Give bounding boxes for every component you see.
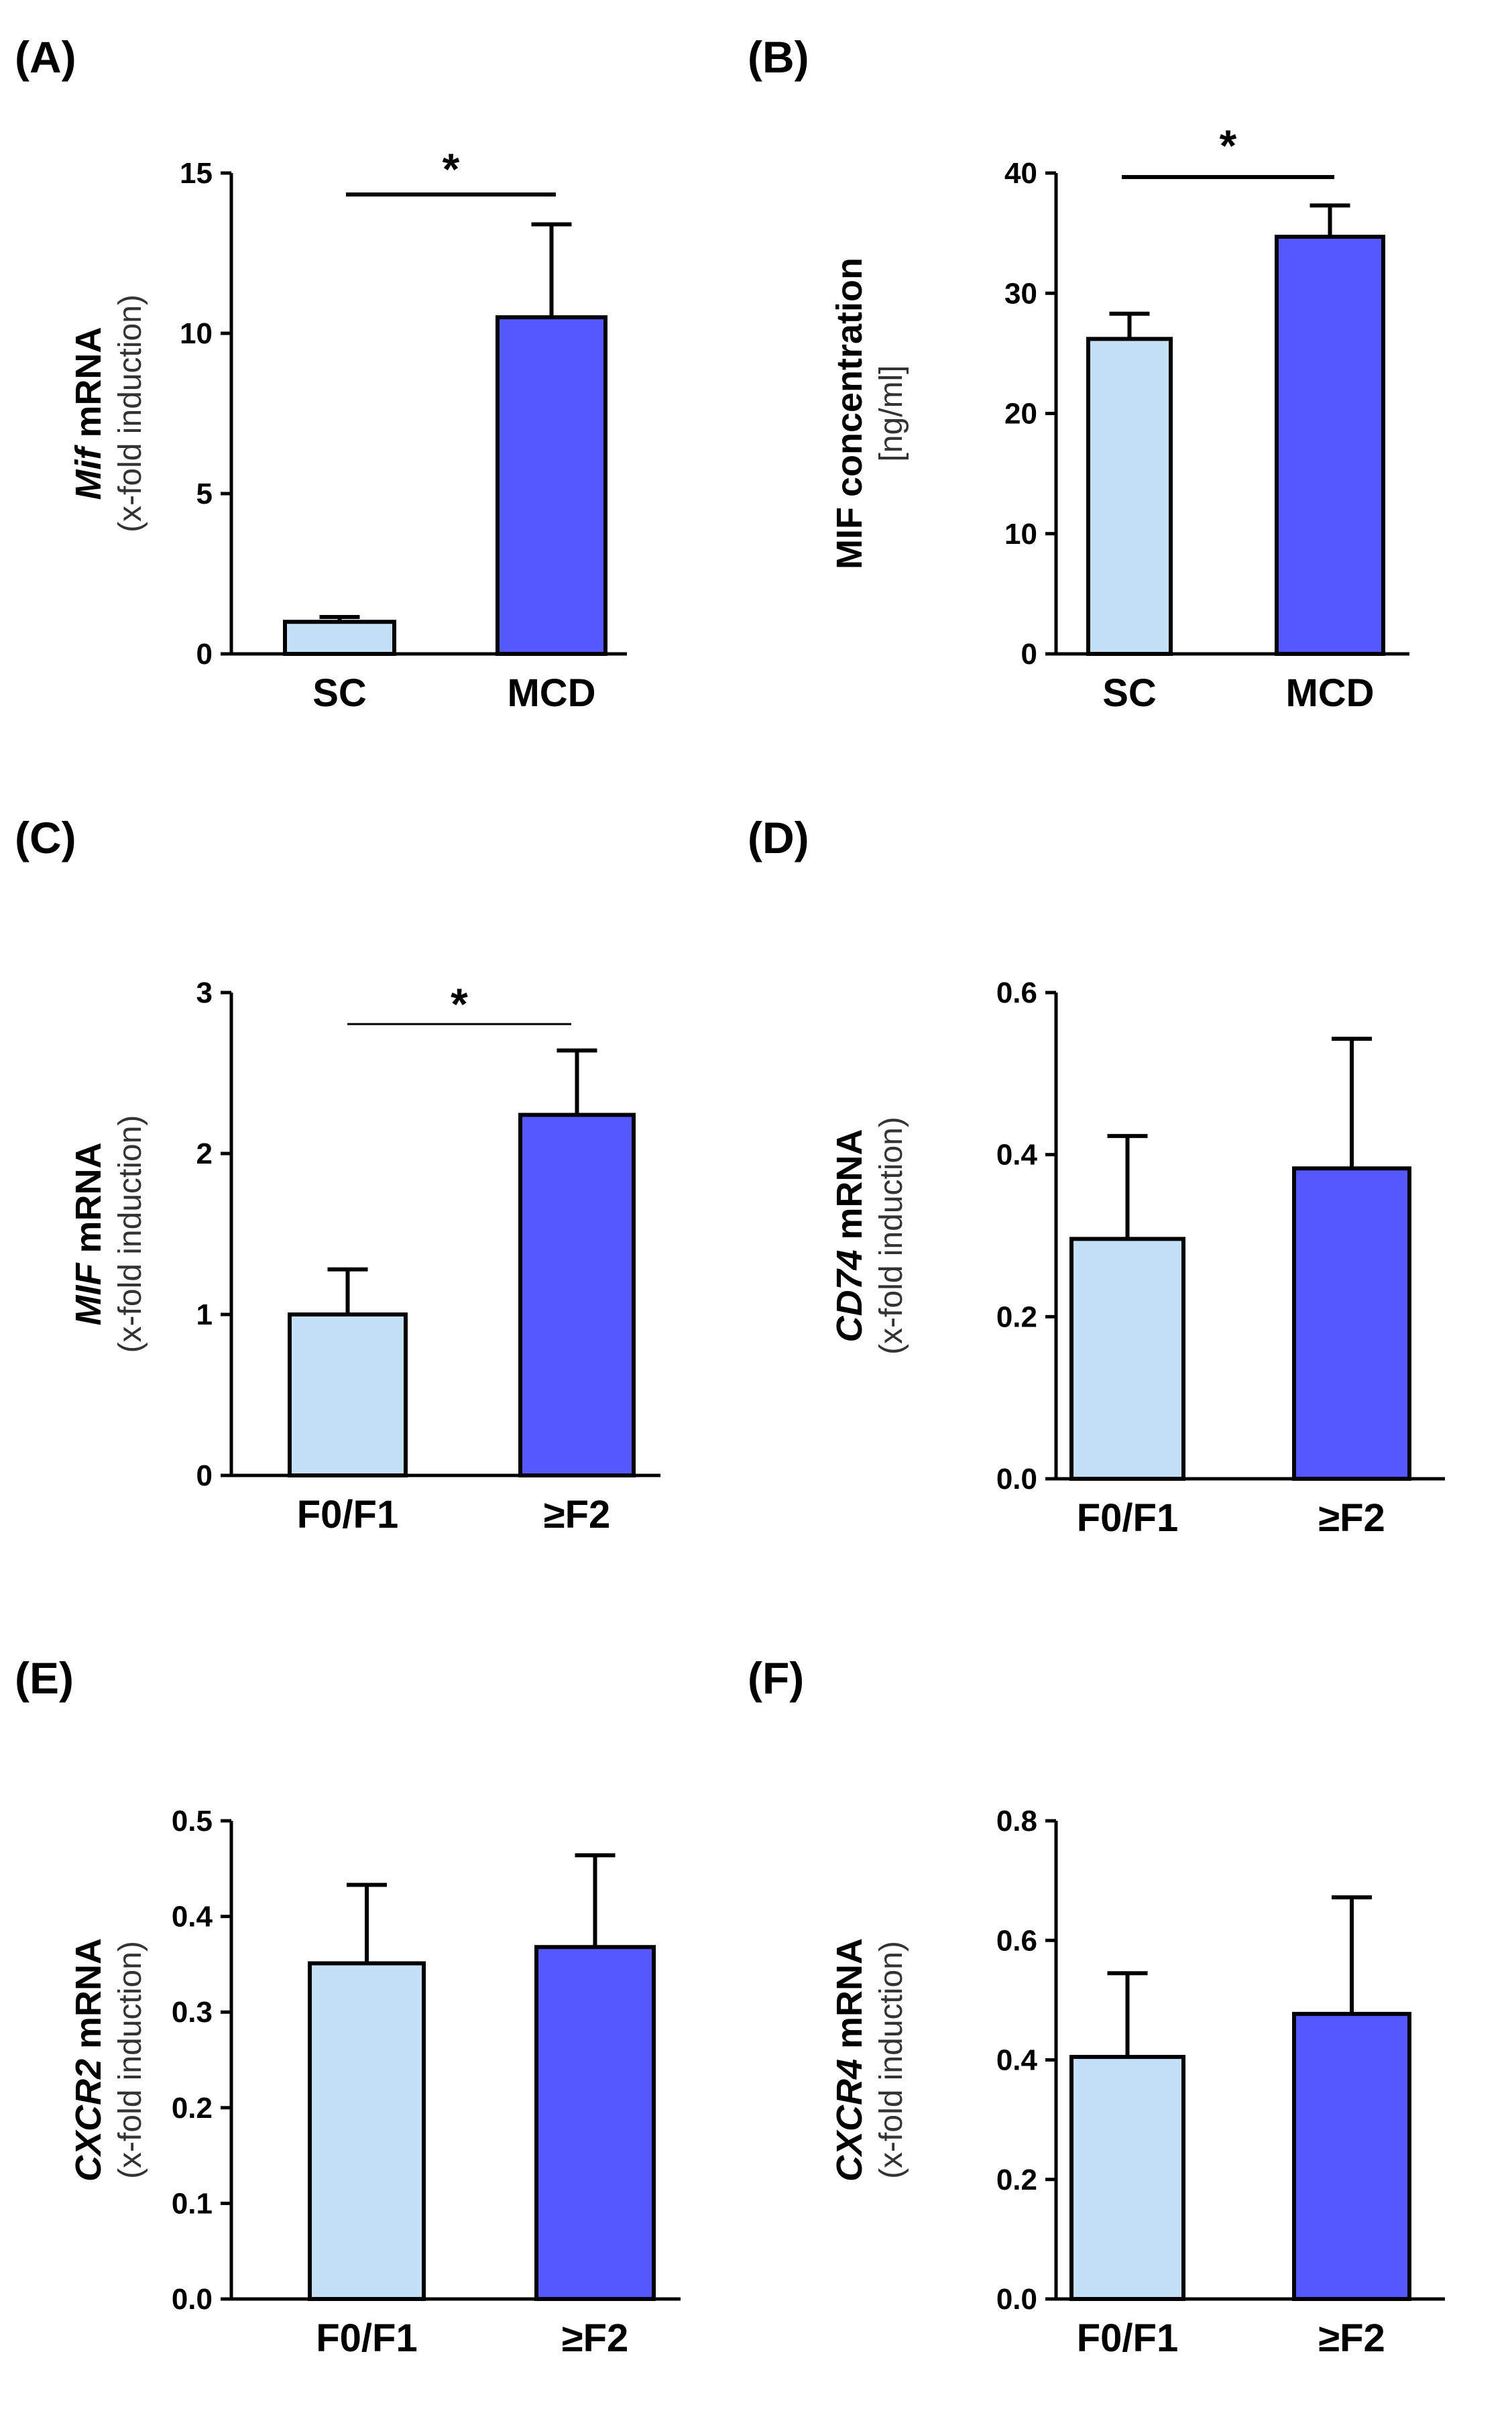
y-tick-label: 0.8 [996, 1805, 1037, 1838]
bar-≥F2 [534, 1945, 656, 2301]
y-axis-label: Mif mRNA [68, 327, 109, 500]
y-tick-label: 0.0 [172, 2283, 213, 2316]
category-label: ≥F2 [562, 2316, 629, 2360]
significance-marker: * [1220, 121, 1237, 170]
y-axis-sublabel: (x-fold induction) [113, 1941, 148, 2179]
y-axis-label: CD74 mRNA [829, 1129, 870, 1342]
bar-SC [283, 620, 396, 657]
y-axis-label: MIF mRNA [68, 1143, 109, 1326]
chart-panel-3: (C) F0/F1 ≥F2 0 1 2 3 MIF mRNA (x-fold induction… [15, 813, 660, 1536]
y-tick-label: 0 [196, 638, 213, 671]
y-axis-sublabel: (x-fold induction) [874, 1941, 909, 2179]
bar-SC [1086, 337, 1173, 656]
y-tick-label: 0 [196, 1459, 213, 1492]
category-label: MCD [507, 671, 595, 715]
bar-MCD [1275, 235, 1385, 656]
y-tick-label: 0.2 [996, 2164, 1037, 2196]
y-tick-label: 0 [1021, 638, 1037, 671]
category-label: MCD [1285, 671, 1374, 715]
chart-panel-5: (E) F0/F1 ≥F2 0.0 0.1 0.2 0.3 0.4 0.5 CXCR2 mRNA(… [15, 1653, 681, 2360]
y-axis-label: MIF concentration [829, 258, 870, 569]
bar-F0/F1 [1069, 1237, 1185, 1481]
category-label: ≥F2 [544, 1493, 611, 1536]
category-label: F0/F1 [1077, 1496, 1179, 1540]
y-axis-label: CXCR4 mRNA [829, 1938, 870, 2182]
y-tick-label: 0.6 [996, 976, 1037, 1009]
y-tick-label: 3 [196, 976, 213, 1009]
y-tick-label: 0.3 [172, 1996, 213, 2029]
significance-marker: * [443, 144, 460, 194]
chart-panel-2: (B) SC MCD 0 10 20 30 40 MIF concentration [ng/ml… [748, 32, 1409, 715]
chart-panel-4: (D) F0/F1 ≥F2 0.0 0.2 0.4 0.6 CD74 mRNA (x-fold … [748, 813, 1445, 1540]
y-tick-label: 0.5 [172, 1805, 213, 1838]
y-tick-label: 0.0 [996, 1463, 1037, 1496]
bar-≥F2 [1292, 2011, 1411, 2302]
y-tick-label: 0.2 [172, 2092, 213, 2125]
bar-MCD [496, 315, 607, 656]
y-tick-label: 10 [1004, 518, 1037, 551]
y-tick-label: 30 [1004, 277, 1037, 310]
category-label: SC [312, 671, 367, 715]
category-label: F0/F1 [297, 1493, 399, 1536]
y-tick-label: 0.4 [996, 1139, 1038, 1172]
y-axis-sublabel: [ng/ml] [874, 365, 909, 461]
category-label: ≥F2 [1318, 2316, 1385, 2360]
y-tick-label: 0.4 [172, 1901, 213, 1933]
panel-label: (A) [15, 32, 76, 82]
y-tick-label: 0.0 [996, 2283, 1037, 2316]
y-tick-label: 40 [1004, 157, 1037, 190]
y-tick-label: 20 [1004, 398, 1037, 431]
bar-≥F2 [1292, 1166, 1411, 1481]
y-axis-label: CXCR2 mRNA [68, 1938, 109, 2182]
panel-label: (C) [15, 813, 76, 862]
category-label: F0/F1 [316, 2316, 418, 2360]
y-tick-label: 0.6 [996, 1924, 1037, 1957]
y-axis-sublabel: (x-fold induction) [113, 294, 148, 532]
bar-F0/F1 [288, 1312, 408, 1477]
y-tick-label: 0.2 [996, 1300, 1037, 1333]
y-tick-label: 0.4 [996, 2044, 1038, 2077]
y-tick-label: 1 [196, 1298, 213, 1331]
chart-panel-6: (F) F0/F1 ≥F2 0.0 0.2 0.4 0.6 0.8 CXCR4 mRNA (x-f… [748, 1653, 1445, 2360]
y-tick-label: 5 [196, 478, 213, 510]
y-axis-sublabel: (x-fold induction) [113, 1115, 148, 1353]
bar-≥F2 [518, 1113, 636, 1477]
bar-F0/F1 [1069, 2055, 1185, 2301]
y-tick-label: 2 [196, 1137, 213, 1170]
significance-marker: * [451, 979, 468, 1029]
y-tick-label: 10 [180, 317, 213, 350]
panel-label: (E) [15, 1653, 74, 1703]
chart-panel-1: (A) SC MCD 0 5 10 15 Mif mRNA (x-fold induction)… [15, 32, 627, 715]
category-label: SC [1102, 671, 1157, 715]
bar-F0/F1 [308, 1961, 426, 2302]
y-tick-label: 15 [180, 157, 213, 190]
y-tick-label: 0.1 [172, 2187, 213, 2220]
y-axis-sublabel: (x-fold induction) [874, 1117, 909, 1355]
panel-label: (B) [748, 32, 809, 82]
category-label: F0/F1 [1077, 2316, 1179, 2360]
panel-label: (F) [748, 1653, 804, 1703]
panel-label: (D) [748, 813, 809, 862]
category-label: ≥F2 [1318, 1496, 1385, 1540]
